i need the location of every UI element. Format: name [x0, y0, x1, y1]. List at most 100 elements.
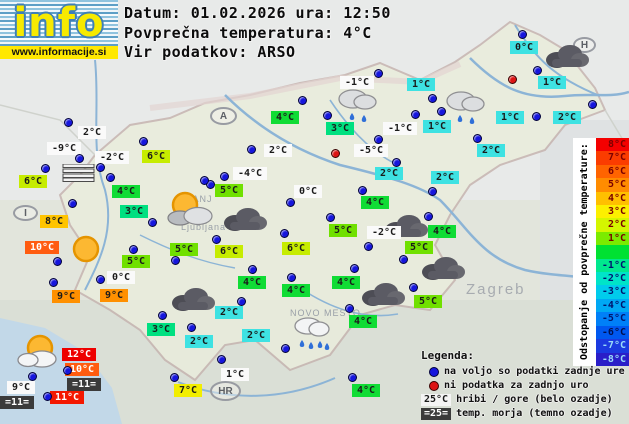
temp-badge: 5°C: [122, 255, 151, 268]
station-dot: [364, 242, 373, 251]
station-dot: [287, 273, 296, 282]
station-dot: [170, 373, 179, 382]
station-dot: [326, 213, 335, 222]
anomaly-scale-row: 5°C: [596, 178, 629, 192]
temp-badge: -1°C: [340, 76, 375, 89]
station-dot: [63, 366, 72, 375]
cloud-dark-icon: [170, 286, 216, 317]
logo-text: info: [13, 0, 105, 46]
legend-text: temp. morja (temno ozadje): [456, 408, 613, 419]
station-dot: [171, 256, 180, 265]
station-dot: [518, 30, 527, 39]
site-logo[interactable]: info www.informacije.si: [0, 0, 118, 59]
temp-badge: -4°C: [233, 167, 268, 180]
temp-badge: 2°C: [264, 144, 293, 157]
anomaly-scale-row: -8°C: [596, 352, 629, 366]
legend-row: ni podatka za zadnjo uro: [421, 379, 629, 392]
temp-badge: 2°C: [553, 111, 582, 124]
station-dot: [298, 96, 307, 105]
station-dot: [286, 198, 295, 207]
station-dot: [281, 344, 290, 353]
temp-badge: 9°C: [52, 290, 81, 303]
station-dot: [49, 278, 58, 287]
temp-badge: 5°C: [215, 184, 244, 197]
temp-badge: 4°C: [428, 225, 457, 238]
temp-badge: 3°C: [326, 122, 355, 135]
temp-badge: 4°C: [349, 315, 378, 328]
temp-badge: =11=: [67, 378, 102, 391]
station-dot: [348, 373, 357, 382]
anomaly-scale-row: 2°C: [596, 218, 629, 232]
anomaly-scale-row: -4°C: [596, 298, 629, 313]
station-dot-no-data: [508, 75, 517, 84]
station-dot: [374, 135, 383, 144]
station-dot: [247, 145, 256, 154]
date-line: Datum: 01.02.2026 ura: 12:50: [124, 4, 391, 22]
temp-badge: 2°C: [431, 171, 460, 184]
station-dot: [187, 323, 196, 332]
anomaly-scale-row: 1°C: [596, 231, 629, 246]
temp-badge: 1°C: [423, 120, 452, 133]
station-dot: [428, 187, 437, 196]
anomaly-scale-row: -6°C: [596, 325, 629, 340]
anomaly-scale-row: -7°C: [596, 339, 629, 353]
temp-badge: 11°C: [50, 391, 85, 404]
station-dot: [473, 134, 482, 143]
temp-badge: 12°C: [62, 348, 97, 361]
temp-badge: 5°C: [405, 241, 434, 254]
anomaly-scale-colorbar: 8°C 7°C 6°C 5°C 4°C 3°C 2°C 1°C -1°C -2°C -3°C -4°C…: [596, 138, 629, 366]
anomaly-scale-row: -1°C: [596, 258, 629, 273]
temp-badge: 2°C: [375, 167, 404, 180]
station-dot: [220, 172, 229, 181]
sun-clouds-icon: [167, 191, 215, 233]
legend-text: ni podatka za zadnjo uro: [444, 380, 589, 391]
temp-badge: 6°C: [142, 150, 171, 163]
station-dot: [428, 94, 437, 103]
anomaly-scale-row: 3°C: [596, 205, 629, 219]
station-dot: [411, 110, 420, 119]
temp-badge: 1°C: [407, 78, 436, 91]
temp-badge: 9°C: [100, 289, 129, 302]
station-dot: [392, 158, 401, 167]
cloud-dark-icon: [222, 206, 268, 237]
temp-badge: 0°C: [107, 271, 136, 284]
station-dot: [409, 283, 418, 292]
legend-row: =25= temp. morja (temno ozadje): [421, 407, 629, 420]
station-dot: [248, 265, 257, 274]
station-dot: [358, 186, 367, 195]
temp-badge: -2°C: [95, 151, 130, 164]
temp-badge: 1°C: [538, 76, 567, 89]
city-label: Ljubljana: [181, 222, 227, 232]
temp-badge: 4°C: [238, 276, 267, 289]
logo-url: www.informacije.si: [0, 46, 118, 59]
temp-badge: -5°C: [354, 144, 389, 157]
logo-stripes: info: [0, 0, 118, 46]
station-dot: [75, 154, 84, 163]
temp-badge: -2°C: [367, 226, 402, 239]
oval-sign-hr: HR: [210, 381, 241, 401]
station-dot: [350, 264, 359, 273]
temp-badge: 2°C: [78, 126, 107, 139]
temp-badge: 6°C: [215, 245, 244, 258]
temp-badge: 4°C: [112, 185, 141, 198]
temp-badge: 6°C: [19, 175, 48, 188]
station-dot: [533, 66, 542, 75]
cloud-dark-icon: [544, 43, 590, 74]
temp-badge: 8°C: [40, 215, 69, 228]
station-dot-no-data: [331, 149, 340, 158]
fog-icon: [62, 163, 96, 187]
station-dot: [424, 212, 433, 221]
temp-badge: 5°C: [329, 224, 358, 237]
station-dot: [532, 112, 541, 121]
station-dot: [158, 311, 167, 320]
temp-badge: 4°C: [271, 111, 300, 124]
temp-badge: 2°C: [242, 329, 271, 342]
station-dot: [323, 111, 332, 120]
station-dot: [374, 69, 383, 78]
temp-badge: -9°C: [47, 142, 82, 155]
anomaly-scale-row: -5°C: [596, 312, 629, 326]
oval-sign-i: I: [13, 205, 38, 221]
rain-white-icon: [292, 314, 332, 356]
sea-temp-badge-sample: =25=: [421, 407, 452, 420]
